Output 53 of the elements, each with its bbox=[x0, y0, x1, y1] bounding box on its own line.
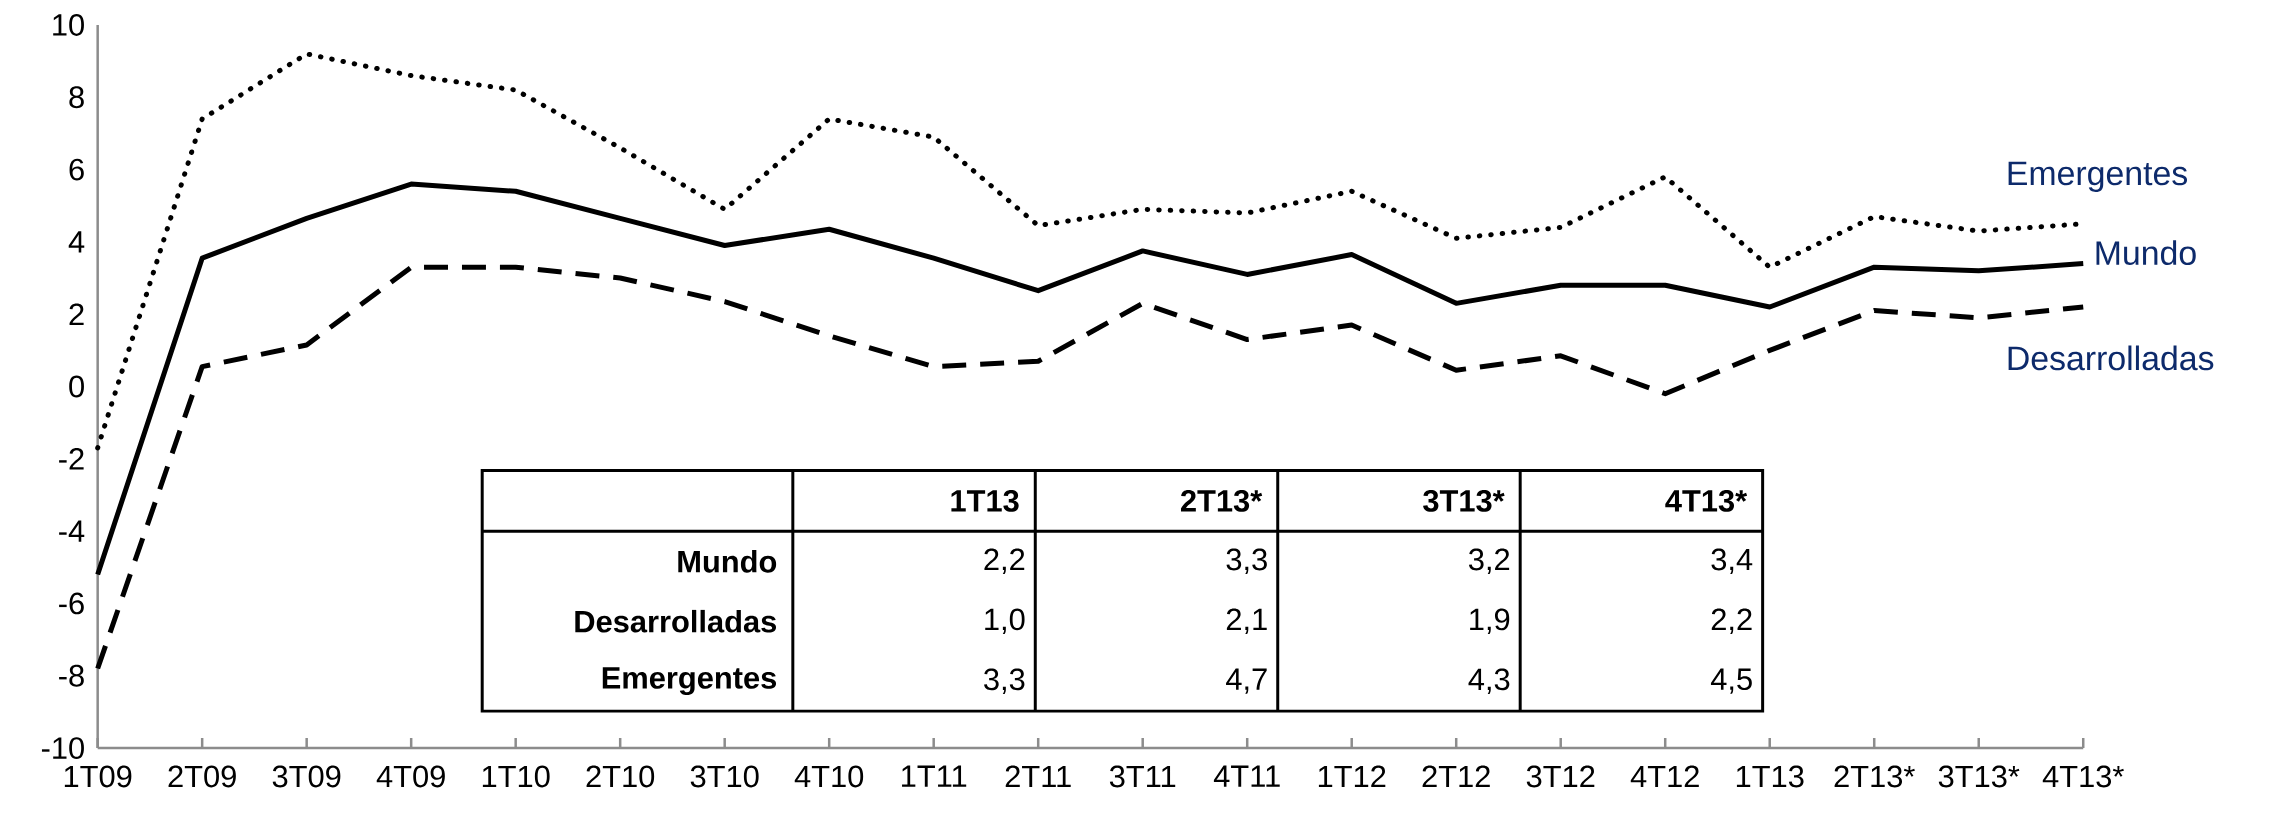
x-tick-label: 4T13* bbox=[2042, 765, 2124, 788]
annotation: 3,4 bbox=[1711, 548, 1753, 575]
x-tick-label: 2T10 bbox=[586, 765, 655, 788]
text: Desarrolladas bbox=[575, 609, 777, 633]
x-tick-label: 1T13 bbox=[1736, 765, 1804, 788]
x-tick-label: 1T09 bbox=[64, 765, 132, 788]
category-label: 1T13 bbox=[951, 489, 1019, 512]
x-tick-label: 2T09 bbox=[168, 765, 236, 788]
category-label: 3T13* bbox=[1423, 489, 1505, 512]
y-tick-label: 0 bbox=[69, 375, 84, 398]
y-tick-label: 8 bbox=[69, 86, 84, 109]
x-tick-label: 3T10 bbox=[690, 765, 759, 788]
y-tick-label: 2 bbox=[69, 303, 84, 325]
x-tick-label: 1T12 bbox=[1318, 765, 1386, 788]
y-tick-label: -8 bbox=[59, 664, 84, 687]
category-label: 4T13* bbox=[1665, 489, 1748, 512]
annotation: 3,3 bbox=[1226, 548, 1267, 575]
annotation: 4,7 bbox=[1226, 668, 1267, 694]
series-label: Mundo bbox=[2096, 240, 2196, 266]
y-tick-label: -2 bbox=[59, 448, 84, 470]
annotation: 2,1 bbox=[1226, 608, 1267, 634]
annotation: 3,2 bbox=[1468, 548, 1510, 575]
x-tick-label: 2T11 bbox=[1005, 765, 1071, 788]
annotation: 4,3 bbox=[1468, 668, 1510, 694]
x-tick-label: 2T13* bbox=[1834, 765, 1915, 788]
annotation: 1,0 bbox=[985, 608, 1025, 634]
annotation: 2,2 bbox=[1711, 608, 1752, 634]
x-tick-label: 3T09 bbox=[272, 765, 341, 788]
x-tick-label: 4T11 bbox=[1213, 765, 1280, 787]
x-tick-label: 3T11 bbox=[1109, 765, 1176, 788]
x-tick-label: 1T10 bbox=[482, 765, 550, 788]
category-label: 2T13* bbox=[1180, 489, 1263, 512]
y-tick-label: 6 bbox=[69, 158, 84, 181]
x-tick-label: 3T12 bbox=[1526, 765, 1595, 788]
y-tick-label: 4 bbox=[68, 231, 85, 253]
x-tick-label: 4T12 bbox=[1630, 765, 1699, 788]
annotation: 1,9 bbox=[1470, 608, 1510, 634]
annotation: 4,5 bbox=[1710, 668, 1752, 694]
y-tick-label: -4 bbox=[59, 520, 85, 542]
x-tick-label: 2T12 bbox=[1422, 765, 1490, 788]
text: Emergentes bbox=[602, 667, 777, 696]
y-tick-label: 10 bbox=[53, 14, 84, 36]
y-tick-label: -6 bbox=[59, 592, 84, 615]
text: Mundo bbox=[678, 549, 777, 573]
annotation: 2,2 bbox=[984, 548, 1025, 575]
x-tick-label: 1T11 bbox=[902, 765, 967, 787]
annotation: 3,3 bbox=[984, 668, 1025, 694]
y-tick-label: -10 bbox=[41, 737, 84, 759]
series-label: Emergentes bbox=[2008, 161, 2188, 193]
x-tick-label: 3T13* bbox=[1938, 765, 2020, 788]
series-label: Desarrolladas bbox=[2008, 345, 2214, 371]
x-tick-label: 4T10 bbox=[794, 765, 864, 788]
x-tick-label: 4T09 bbox=[376, 765, 445, 788]
